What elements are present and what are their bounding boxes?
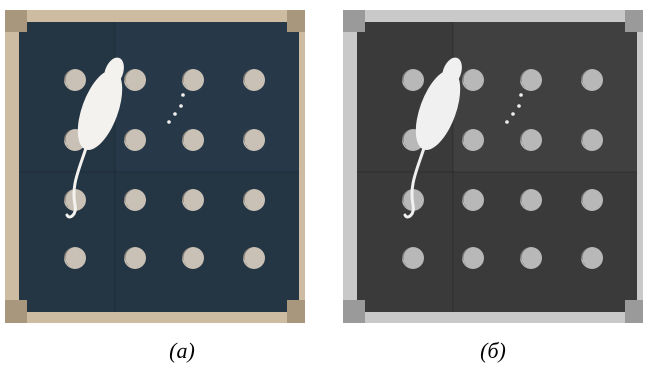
pellet	[519, 93, 523, 97]
corner-post	[5, 10, 27, 32]
pellet	[505, 120, 509, 124]
corner-post	[625, 300, 643, 323]
pellet	[173, 112, 177, 116]
pellet	[179, 104, 183, 108]
corner-post	[343, 10, 365, 32]
corner-post	[287, 300, 305, 323]
photo-grayscale	[343, 10, 643, 323]
pellet	[511, 112, 515, 116]
corner-post	[343, 300, 365, 323]
corner-post	[5, 300, 27, 323]
caption: (б)	[480, 338, 506, 363]
board-panel	[115, 22, 299, 172]
photo-color	[5, 10, 305, 323]
figure: (а) (б)	[0, 0, 647, 371]
corner-post	[625, 10, 643, 32]
board-panel	[453, 22, 637, 172]
pellet	[181, 93, 185, 97]
pellet	[517, 104, 521, 108]
caption: (а)	[169, 338, 195, 363]
pellet	[167, 120, 171, 124]
corner-post	[287, 10, 305, 32]
